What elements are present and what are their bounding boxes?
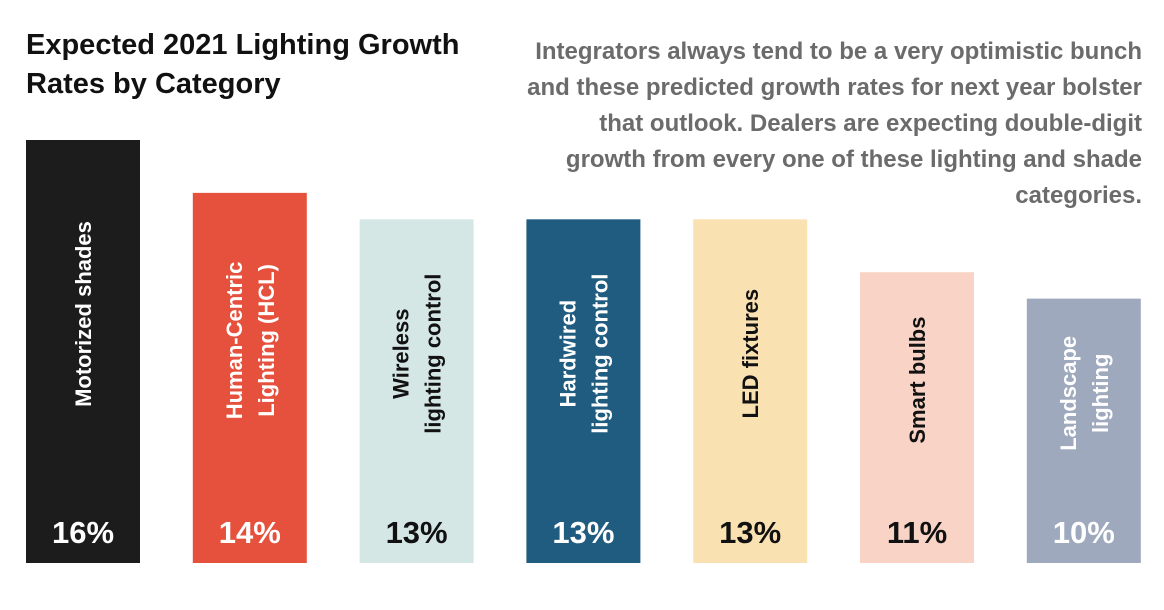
bar-category-label-line: Landscape — [1056, 336, 1081, 451]
bar — [860, 272, 974, 563]
bar-category-label-line: Hardwired — [555, 300, 580, 408]
bar-value-label: 11% — [887, 515, 947, 550]
chart-subtitle: Integrators always tend to be a very opt… — [527, 38, 1142, 209]
bar-category-label-line: lighting control — [421, 274, 446, 434]
bars-group: 16% Motorized shades 14% Human-Centric Light… — [26, 140, 1141, 563]
bar-value-label: 13% — [386, 515, 448, 550]
bar-category-label-line: Motorized shades — [71, 221, 96, 407]
bar-category-label: Smart bulbs — [905, 317, 930, 444]
bar — [526, 219, 641, 563]
bar-value-label: 10% — [1053, 515, 1115, 550]
bar — [359, 219, 474, 563]
bar-category-label: Landscape lighting — [1056, 336, 1113, 451]
bar-value-label: 16% — [52, 515, 114, 550]
chart-title: Expected 2021 Lighting Growth Rates by C… — [26, 29, 460, 100]
bar-value-label: 13% — [719, 515, 781, 550]
bar — [192, 192, 307, 563]
bar-category-label: Motorized shades — [71, 221, 96, 407]
bar-category-label: Human-Centric Lighting (HCL) — [222, 262, 279, 420]
bar-category-label-line: Lighting (HCL) — [254, 264, 279, 417]
bar — [1026, 298, 1141, 563]
bar-category-label: LED fixtures — [738, 289, 763, 419]
bar-category-label-line: Wireless — [389, 309, 414, 399]
bar-category-label-line: Human-Centric — [222, 262, 247, 420]
bar — [26, 140, 140, 563]
bar-category-label: Wireless lighting control — [389, 274, 446, 434]
bar-value-label: 14% — [219, 515, 281, 550]
bar-category-label-line: lighting control — [587, 274, 612, 434]
bar-category-label-line: LED fixtures — [738, 289, 763, 419]
bar-category-label: Hardwired lighting control — [555, 274, 612, 434]
bar-category-label-line: Smart bulbs — [905, 317, 930, 444]
bar — [693, 219, 808, 563]
bar-category-label-line: lighting — [1088, 354, 1113, 433]
bar-value-label: 13% — [552, 515, 614, 550]
